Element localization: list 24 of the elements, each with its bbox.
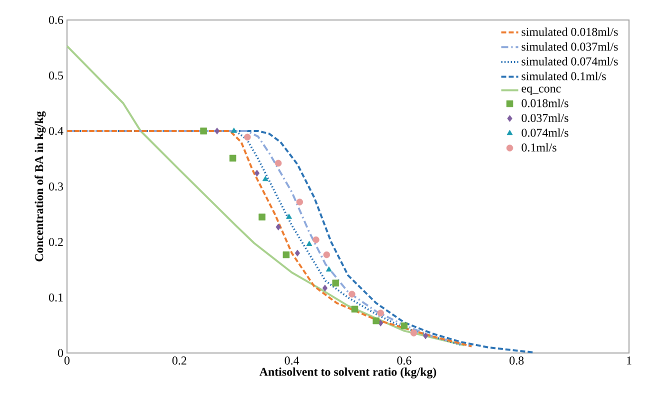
y-tick-label: 0.1 xyxy=(48,293,63,302)
x-tick-label: 0.4 xyxy=(284,356,300,365)
x-tick-label: 0.8 xyxy=(510,356,524,365)
legend-label: simulated 0.037ml/s xyxy=(522,42,618,51)
x-tick-label: 0 xyxy=(64,356,70,365)
legend-label: 0.074ml/s xyxy=(522,128,568,137)
x-axis-title: Antisolvent to solvent ratio (kg/kg) xyxy=(259,367,436,378)
legend-label: eq_conc xyxy=(522,86,561,95)
x-tick-label: 0.2 xyxy=(172,356,186,365)
y-tick-label: 0.2 xyxy=(48,238,63,246)
x-tick-label: 1 xyxy=(627,356,632,364)
y-axis-title: Concentration of BA in kg/kg xyxy=(34,111,46,262)
x-tick-label: 0.6 xyxy=(397,356,412,365)
y-tick-label: 0.3 xyxy=(48,182,64,191)
legend-label: simulated 0.1ml/s xyxy=(522,72,606,80)
y-tick-label: 0.4 xyxy=(48,126,64,136)
y-tick-label: 0.6 xyxy=(48,16,64,24)
legend-label: simulated 0.018ml/s xyxy=(522,28,618,36)
y-tick-label: 0.5 xyxy=(48,71,64,80)
legend-label: 0.037ml/s xyxy=(522,114,568,122)
legend-label: 0.018ml/s xyxy=(522,98,568,108)
legend-label: simulated 0.074ml/s xyxy=(522,57,618,66)
legend-label: 0.1ml/s xyxy=(522,143,556,152)
y-tick-label: 0 xyxy=(58,348,64,358)
